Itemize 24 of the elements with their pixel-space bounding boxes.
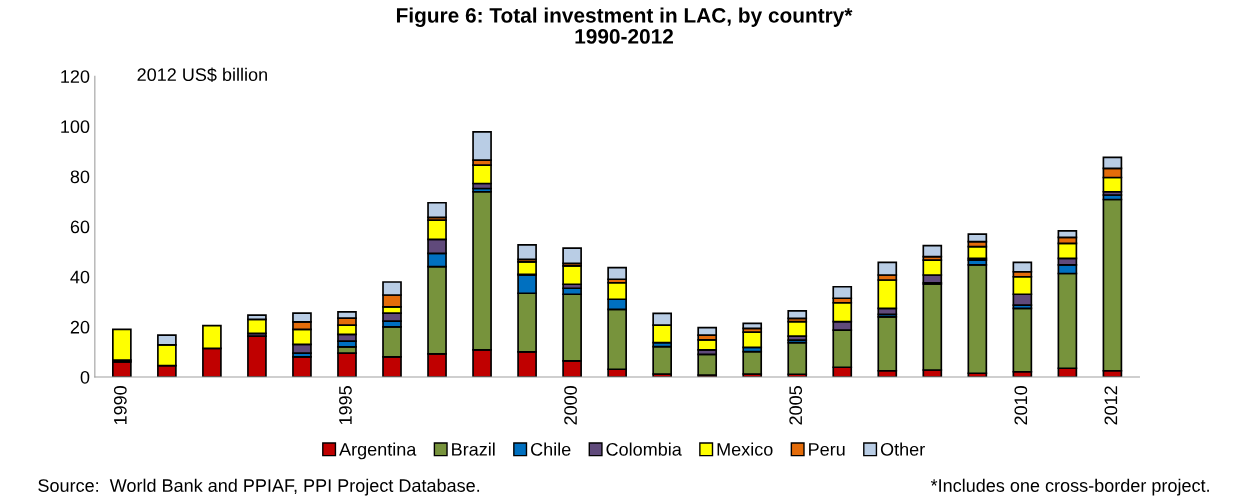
chart-title: Figure 6: Total investment in LAC, by country* 1990-2012	[396, 7, 853, 44]
y-tick-label: 120	[61, 70, 90, 83]
x-tick-label: 2005	[789, 386, 803, 425]
y-tick-label: 0	[80, 370, 90, 384]
x-tick-label: 2010	[1014, 386, 1028, 425]
legend-label: Colombia	[606, 442, 682, 456]
y-tick-label: 40	[70, 270, 90, 284]
legend-label: Peru	[809, 443, 845, 456]
x-tick-label: 1995	[339, 386, 352, 425]
text: *Includes one cross-border project.	[930, 478, 1209, 496]
legend-label: Argentina	[339, 442, 417, 460]
y-tick-label: 80	[70, 170, 90, 184]
x-tick-label: 2012	[1104, 386, 1118, 425]
x-tick-label: 2000	[564, 386, 577, 425]
legend-label: Brazil	[452, 442, 495, 456]
legend-label: Chile	[531, 442, 571, 456]
legend-label: Other	[880, 442, 925, 456]
y-tick-label: 60	[70, 220, 90, 234]
x-tick-label: 1990	[113, 386, 127, 425]
y-axis-title: 2012 US$ billion	[137, 67, 267, 83]
legend-label: Mexico	[717, 442, 773, 456]
y-tick-label: 20	[70, 320, 90, 334]
source-note: Source: World Bank and PPIAF, PPI Project Database.	[38, 478, 480, 496]
y-tick-label: 100	[61, 120, 90, 134]
